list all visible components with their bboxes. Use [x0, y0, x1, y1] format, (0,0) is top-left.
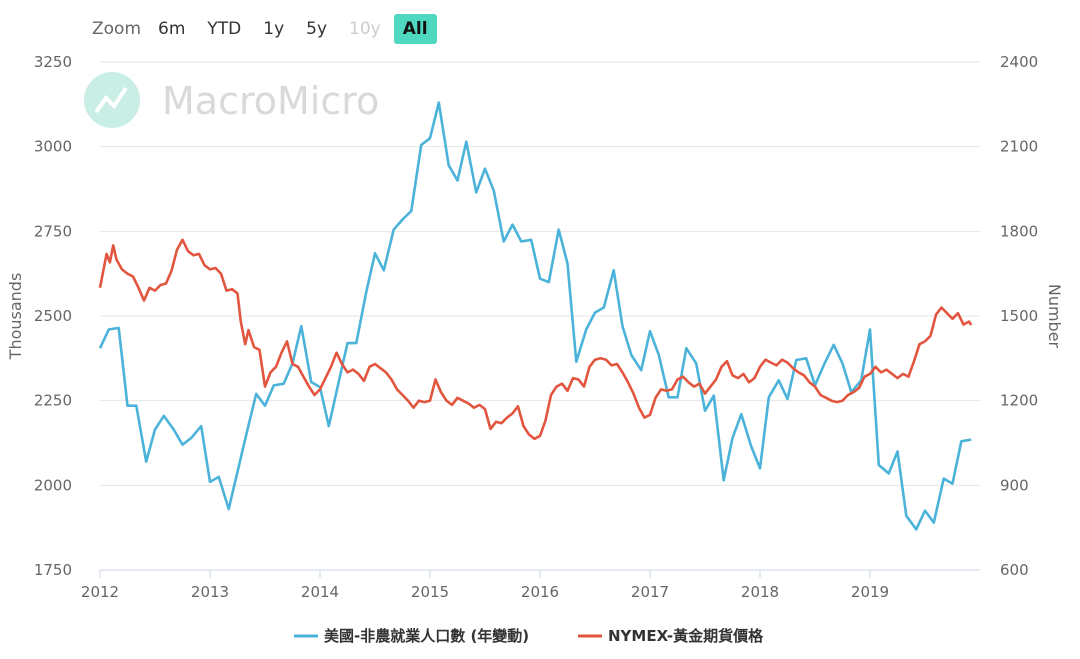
x-tick-label: 2019	[851, 583, 889, 601]
y-right-tick-label: 1200	[1000, 392, 1038, 410]
zoom-button-all[interactable]: All	[393, 14, 437, 44]
x-tick-label: 2016	[521, 583, 559, 601]
y-right-tick-label: 900	[1000, 476, 1029, 494]
y-left-tick-label: 2250	[34, 392, 72, 410]
series-line-2[interactable]	[98, 238, 973, 441]
zoom-button-10y: 10y	[349, 19, 381, 39]
y-left-tick-label: 2750	[34, 222, 72, 240]
y-right-tick-label: 600	[1000, 561, 1029, 579]
x-tick-label: 2018	[741, 583, 779, 601]
y-axis-right-title: Number	[1045, 284, 1064, 349]
y-left-tick-label: 2500	[34, 307, 72, 325]
zoom-button-ytd[interactable]: YTD	[207, 19, 242, 39]
zoom-label: Zoom	[92, 19, 142, 39]
y-axis-left-title: Thousands	[6, 273, 25, 361]
zoom-bar: Zoom 6m YTD 1y 5y 10y All	[84, 12, 441, 46]
zoom-button-1y[interactable]: 1y	[263, 19, 285, 39]
legend: 美國-非農就業人口數 (年變動) NYMEX-黃金期貨價格	[294, 627, 764, 645]
y-left-tick-label: 3250	[34, 53, 72, 71]
x-tick-label: 2015	[411, 583, 449, 601]
x-tick-label: 2017	[631, 583, 669, 601]
legend-label-series-2[interactable]: NYMEX-黃金期貨價格	[608, 627, 764, 645]
y-left-tick-label: 2000	[34, 476, 72, 494]
watermark: MacroMicro	[84, 72, 379, 128]
y-right-tick-label: 1800	[1000, 222, 1038, 240]
y-axis-right: 600 900 1200 1500 1800 2100 2400	[1000, 53, 1038, 579]
zoom-button-5y[interactable]: 5y	[306, 19, 328, 39]
y-left-tick-label: 1750	[34, 561, 72, 579]
y-right-tick-label: 1500	[1000, 307, 1038, 325]
x-tick-label: 2012	[81, 583, 119, 601]
x-tick-label: 2013	[191, 583, 229, 601]
watermark-text: MacroMicro	[162, 79, 379, 123]
y-axis-left: 1750 2000 2250 2500 2750 3000 3250	[34, 53, 72, 579]
series-lines	[98, 101, 973, 531]
x-axis: 2012 2013 2014 2015 2016 2017 2018 2019	[81, 569, 980, 601]
zoom-button-6m[interactable]: 6m	[158, 19, 186, 39]
x-tick-label: 2014	[301, 583, 339, 601]
y-right-tick-label: 2100	[1000, 138, 1038, 156]
series-line-1[interactable]	[98, 101, 972, 531]
watermark-logo-icon	[84, 72, 140, 128]
legend-label-series-1[interactable]: 美國-非農就業人口數 (年變動)	[324, 627, 529, 645]
y-left-tick-label: 3000	[34, 138, 72, 156]
y-right-tick-label: 2400	[1000, 53, 1038, 71]
watermark-logo-chart-icon	[94, 86, 128, 114]
